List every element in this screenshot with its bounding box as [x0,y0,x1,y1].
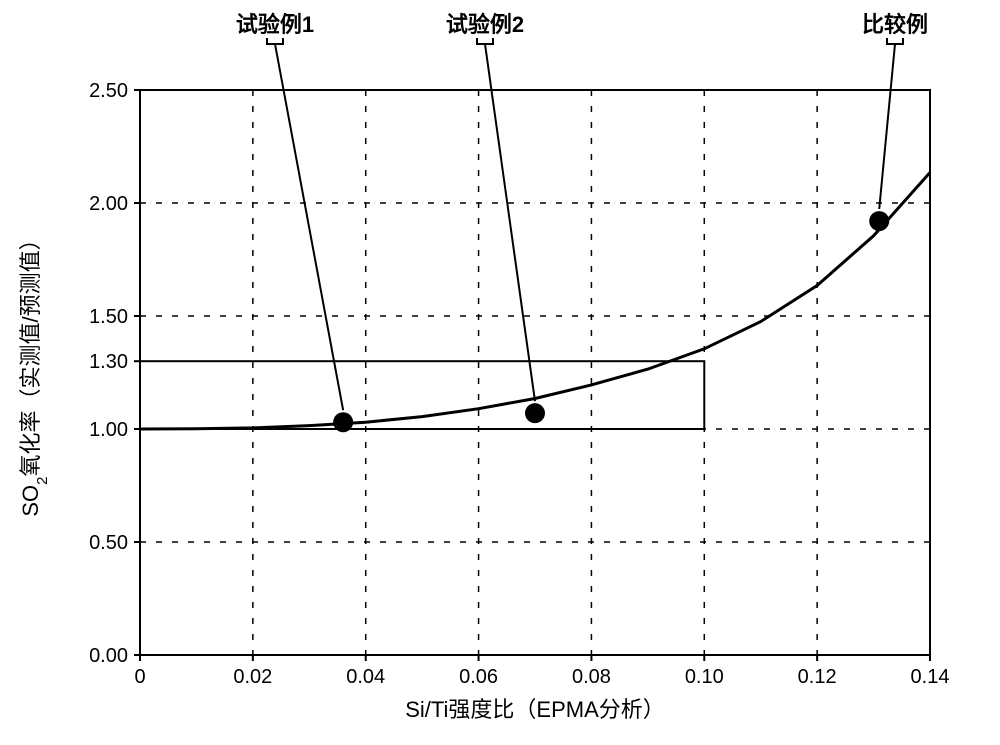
data-point-label: 试验例1 [236,12,314,37]
xtick-label: 0.14 [911,666,950,688]
data-point-label: 试验例2 [446,12,524,37]
curve [140,173,930,430]
callout-bracket [887,38,903,44]
ytick-label: 0.50 [89,532,128,554]
callout-leader [879,44,895,209]
ytick-label: 2.50 [89,80,128,102]
ytick-label: 1.50 [89,306,128,328]
data-point [869,211,889,231]
x-axis-label: Si/Ti强度比（EPMA分析） [405,697,665,722]
callout-bracket [267,38,283,44]
data-point-label: 比较例 [862,12,928,37]
reference-box [140,361,704,429]
ytick-label: 0.00 [89,645,128,667]
callout-bracket [477,38,493,44]
ytick-label: 1.00 [89,419,128,441]
callout-leader [275,44,343,410]
xtick-label: 0.08 [572,666,611,688]
xtick-label: 0.10 [685,666,724,688]
ytick-label: 2.00 [89,193,128,215]
y-axis-label: SO2氧化率（实测值/预测值） [18,228,51,516]
callout-leader [485,44,535,401]
xtick-label: 0.06 [459,666,498,688]
xtick-label: 0.02 [233,666,272,688]
svg-text:SO2氧化率（实测值/预测值）: SO2氧化率（实测值/预测值） [18,228,51,516]
data-point [525,403,545,423]
xtick-label: 0.12 [798,666,837,688]
data-point [333,412,353,432]
chart-container: 0 0.02 0.04 0.06 0.08 0.10 0.12 0.14 Si/Ti强度比（EP… [0,0,1000,745]
ytick-label: 1.30 [89,351,128,373]
xtick-label: 0 [134,666,145,688]
chart-svg: 0 0.02 0.04 0.06 0.08 0.10 0.12 0.14 Si/Ti强度比（EP… [0,0,1000,745]
xtick-label: 0.04 [346,666,385,688]
plot-border [140,90,930,655]
